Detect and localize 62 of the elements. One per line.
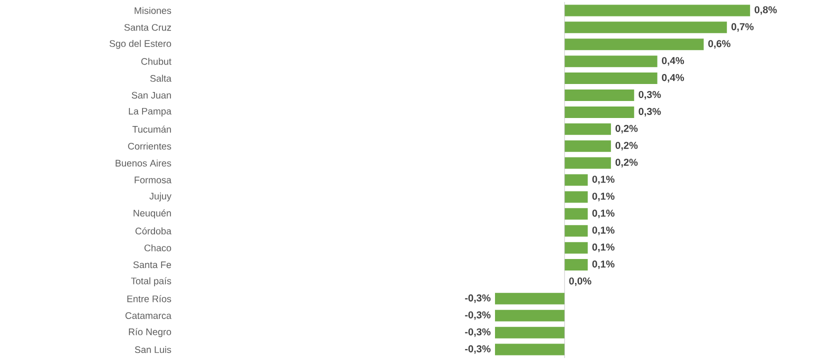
y-tick-label: San Luis [134, 346, 172, 354]
y-tick-label: La Pampa [128, 108, 172, 116]
y-tick-label: Neuquén [134, 209, 171, 218]
y-tick-label: San Juan [132, 92, 171, 99]
data-label: 0,2% [616, 158, 638, 168]
bar [564, 140, 611, 152]
y-tick-label: Tucumán [132, 126, 171, 133]
y-tick-label: Córdoba [136, 227, 172, 234]
data-label: 0,1% [592, 192, 614, 202]
y-tick-label: Misiones [134, 6, 172, 14]
bar [564, 225, 588, 237]
bar [495, 326, 565, 338]
bar [495, 292, 565, 304]
y-tick-label: Chubut [141, 58, 172, 65]
data-label: 0,1% [592, 260, 614, 270]
y-tick-label: Corrientes [128, 142, 172, 150]
data-label: 0,0% [569, 277, 592, 286]
y-tick-label: Jujuy [149, 192, 172, 202]
y-tick-label: Catamarca [125, 312, 172, 319]
bar [564, 208, 588, 220]
bar [495, 310, 565, 322]
bar [564, 4, 750, 16]
data-label: 0,1% [592, 176, 614, 184]
data-label: 0,7% [731, 23, 754, 32]
y-tick-label: Santa Cruz [124, 24, 171, 31]
bar [564, 106, 634, 118]
data-label: -0,3% [465, 345, 491, 354]
y-tick-label: Entre Ríos [127, 295, 172, 302]
y-tick-label: Sgo del Estero [110, 40, 172, 49]
bar [564, 174, 588, 186]
bar [564, 38, 704, 50]
data-label: 0,1% [592, 210, 614, 218]
y-tick-label: Chaco [144, 244, 172, 252]
bar [564, 242, 588, 254]
data-label: 0,4% [662, 74, 684, 83]
data-label: 0,4% [662, 57, 684, 66]
y-tick-label: Buenos Aires [116, 160, 172, 167]
data-label: -0,3% [465, 294, 491, 303]
y-tick-label: Río Negro [128, 328, 172, 338]
bar [564, 89, 634, 101]
y-tick-label: Santa Fe [133, 261, 172, 268]
data-label: 0,1% [592, 226, 614, 236]
bar [564, 22, 727, 34]
data-label: 0,2% [616, 124, 638, 134]
bar [564, 56, 658, 68]
data-label: 0,2% [616, 142, 638, 150]
bar [495, 344, 565, 356]
bar [564, 259, 588, 271]
data-label: 0,8% [754, 6, 777, 15]
data-label: 0,3% [638, 90, 661, 100]
data-label: 0,6% [708, 40, 730, 49]
y-tick-label: Total país [131, 277, 172, 286]
bar [564, 123, 611, 135]
data-label: -0,3% [465, 311, 491, 320]
data-label: 0,1% [592, 244, 614, 252]
bar [564, 157, 611, 169]
data-label: 0,3% [638, 108, 661, 116]
y-tick-label: Salta [150, 74, 172, 82]
data-label: -0,3% [465, 328, 491, 337]
bar [564, 72, 658, 84]
y-tick-label: Formosa [134, 176, 172, 184]
bar [564, 191, 588, 203]
